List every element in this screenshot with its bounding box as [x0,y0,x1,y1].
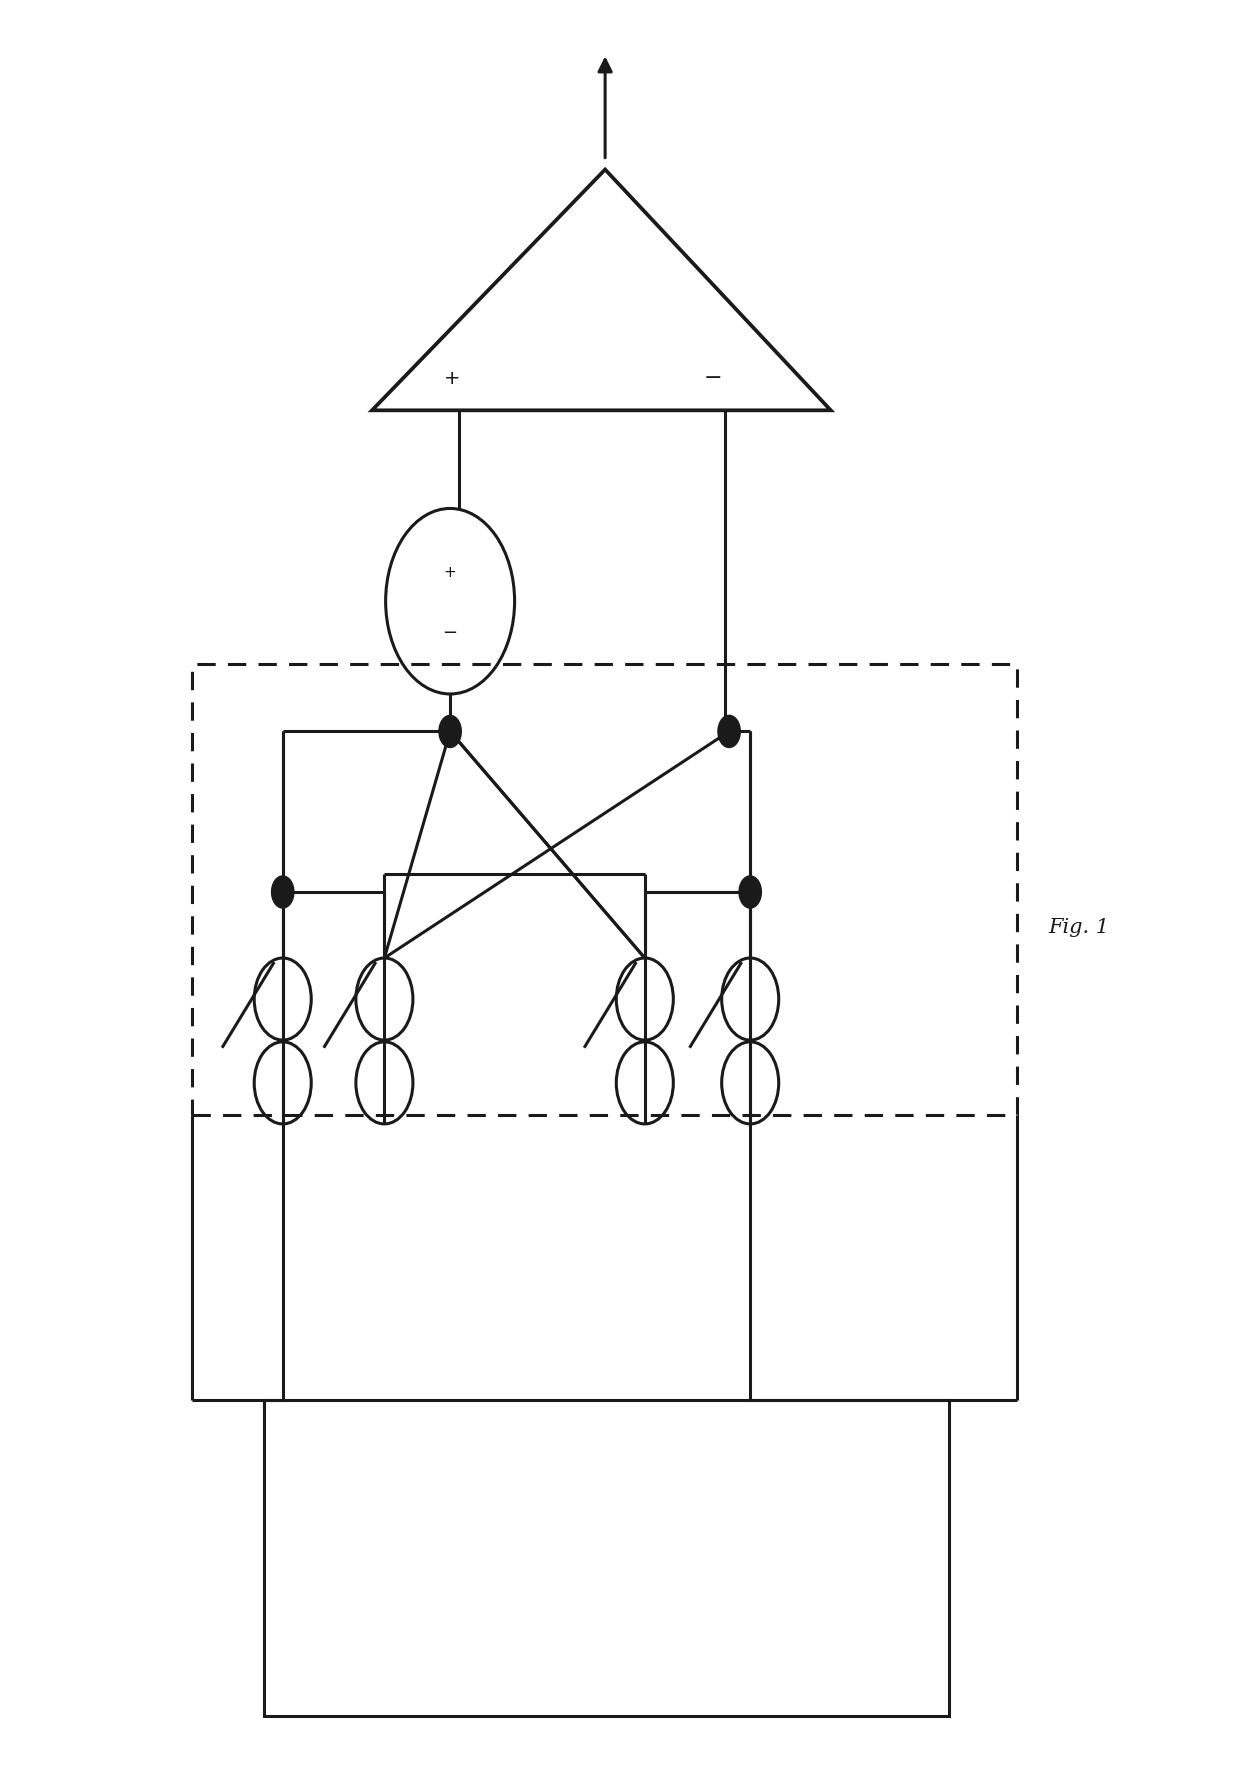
Text: Fig. 1: Fig. 1 [1048,919,1110,937]
Bar [264,1400,949,1716]
Text: −: − [703,368,723,389]
Bar [192,664,1017,1115]
Text: +: + [444,369,461,387]
Circle shape [718,715,740,747]
Circle shape [739,876,761,908]
Circle shape [439,715,461,747]
Text: +: + [444,566,456,580]
Circle shape [272,876,294,908]
Text: −: − [443,624,458,642]
